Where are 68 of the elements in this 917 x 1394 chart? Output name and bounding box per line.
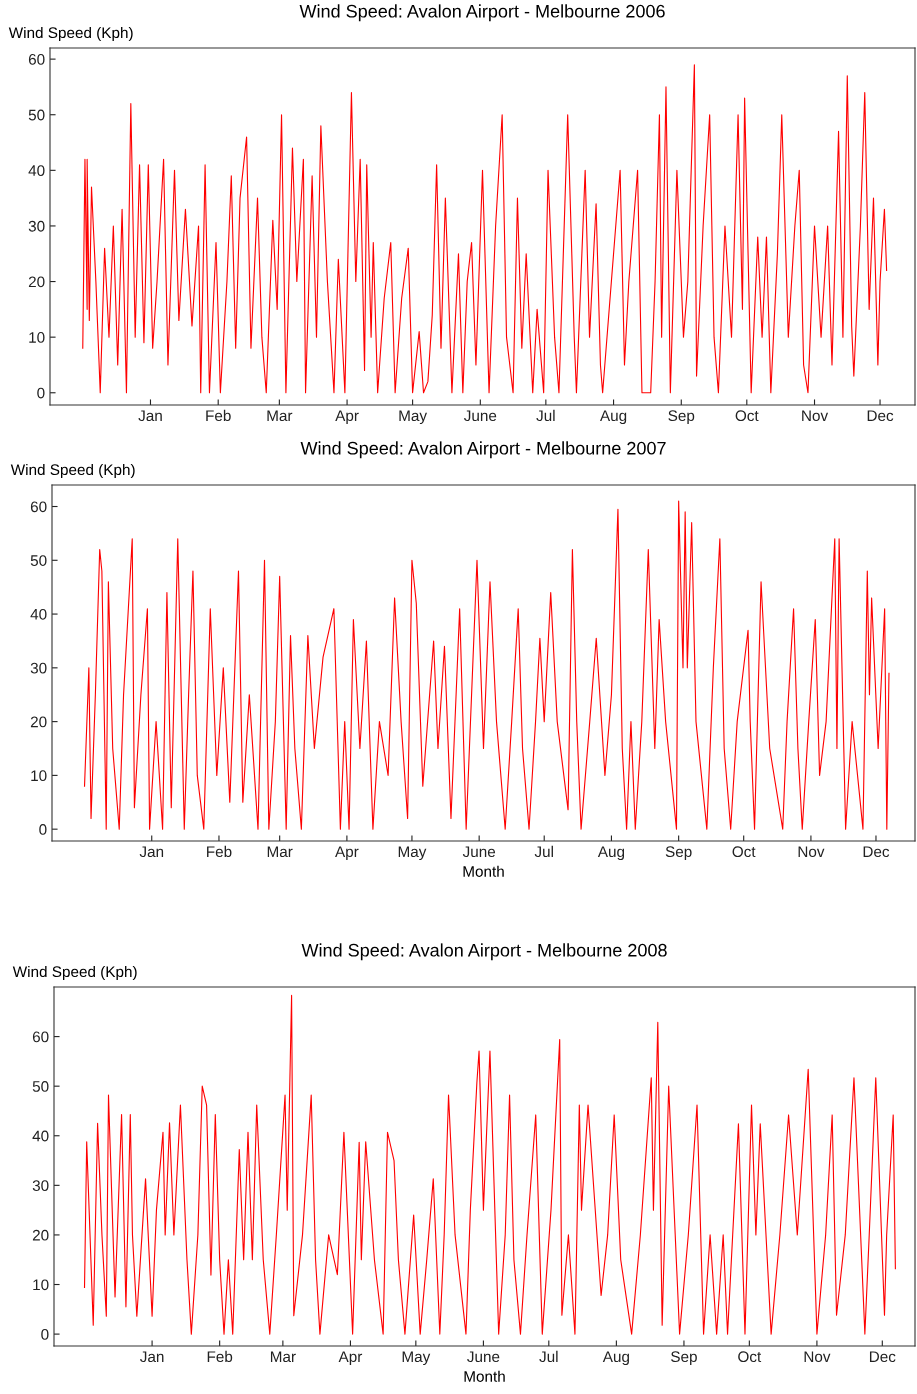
x-tick-label: Jul — [536, 409, 555, 422]
x-tick-label: Sep — [671, 1351, 697, 1366]
chart-title: Wind Speed: Avalon Airport - Melbourne 2007 — [300, 441, 666, 459]
y-tick-label: 0 — [37, 387, 45, 399]
x-tick-label: May — [402, 1351, 431, 1366]
chart-title: Wind Speed: Avalon Airport - Melbourne 2006 — [299, 4, 665, 22]
x-tick-label: Oct — [738, 1351, 762, 1363]
x-tick-label: Jul — [539, 1350, 558, 1363]
y-tick-label: 30 — [32, 1180, 49, 1192]
x-tick-label: May — [399, 410, 427, 425]
x-tick-label: Feb — [207, 845, 232, 858]
y-tick-label: 20 — [30, 716, 47, 728]
y-tick-label: 60 — [28, 53, 45, 65]
x-tick-label: June — [463, 410, 497, 422]
x-tick-label: Dec — [869, 1351, 896, 1363]
y-tick-label: 30 — [30, 662, 47, 674]
x-tick-label: Mar — [270, 1351, 296, 1363]
x-tick-label: Oct — [732, 846, 756, 858]
x-tick-label: Dec — [863, 846, 890, 858]
chart-title: Wind Speed: Avalon Airport - Melbourne 2008 — [301, 943, 667, 961]
x-tick-label: Oct — [735, 410, 759, 422]
x-tick-label: June — [462, 846, 496, 858]
y-tick-label: 60 — [32, 1031, 49, 1043]
y-tick-label: 40 — [30, 608, 47, 620]
x-tick-label: Aug — [600, 410, 627, 425]
y-axis-title: Wind Speed (Kph) — [10, 463, 135, 479]
y-tick-label: 50 — [32, 1081, 49, 1092]
y-tick-label: 20 — [28, 276, 45, 288]
y-tick-label: 10 — [33, 1279, 49, 1291]
x-tick-label: Nov — [804, 1351, 831, 1363]
y-tick-label: 60 — [30, 501, 47, 513]
line-series — [83, 994, 896, 1335]
x-tick-label: Mar — [267, 410, 293, 422]
x-tick-label: Apr — [335, 410, 359, 425]
x-tick-label: Aug — [602, 1351, 629, 1366]
x-tick-label: Apr — [335, 846, 359, 861]
y-tick-label: 50 — [30, 555, 47, 566]
y-axis-title: Wind Speed (Kph) — [12, 965, 137, 981]
line-series — [83, 500, 890, 830]
x-tick-label: Apr — [338, 1351, 363, 1366]
y-tick-label: 20 — [32, 1229, 49, 1241]
y-tick-label: 50 — [28, 109, 45, 121]
y-tick-label: 0 — [41, 1328, 49, 1340]
x-tick-label: Jan — [138, 410, 162, 422]
x-tick-label: Sep — [665, 846, 692, 861]
y-tick-label: 10 — [29, 332, 45, 343]
x-tick-label: Feb — [206, 409, 231, 422]
x-tick-label: Sep — [668, 410, 695, 425]
x-axis-title: Month — [464, 1370, 505, 1382]
x-tick-label: May — [398, 846, 427, 861]
x-tick-label: Feb — [207, 1350, 233, 1363]
x-tick-label: Jul — [534, 845, 553, 858]
y-tick-label: 40 — [32, 1130, 49, 1142]
x-tick-label: Nov — [802, 410, 829, 422]
y-tick-label: 30 — [28, 220, 45, 232]
x-tick-label: Aug — [597, 846, 625, 861]
x-tick-label: Mar — [267, 846, 293, 858]
y-axis-title: Wind Speed (Kph) — [8, 26, 133, 42]
line-series — [82, 64, 888, 394]
y-tick-label: 10 — [31, 770, 47, 782]
y-tick-label: 0 — [39, 824, 47, 835]
x-tick-label: Nov — [798, 846, 825, 858]
x-tick-label: Jan — [140, 1351, 164, 1363]
x-tick-label: Jan — [139, 846, 164, 858]
x-tick-label: Dec — [867, 410, 894, 422]
y-tick-label: 40 — [28, 165, 45, 177]
x-tick-label: June — [467, 1351, 500, 1363]
x-axis-title: Month — [463, 865, 504, 877]
